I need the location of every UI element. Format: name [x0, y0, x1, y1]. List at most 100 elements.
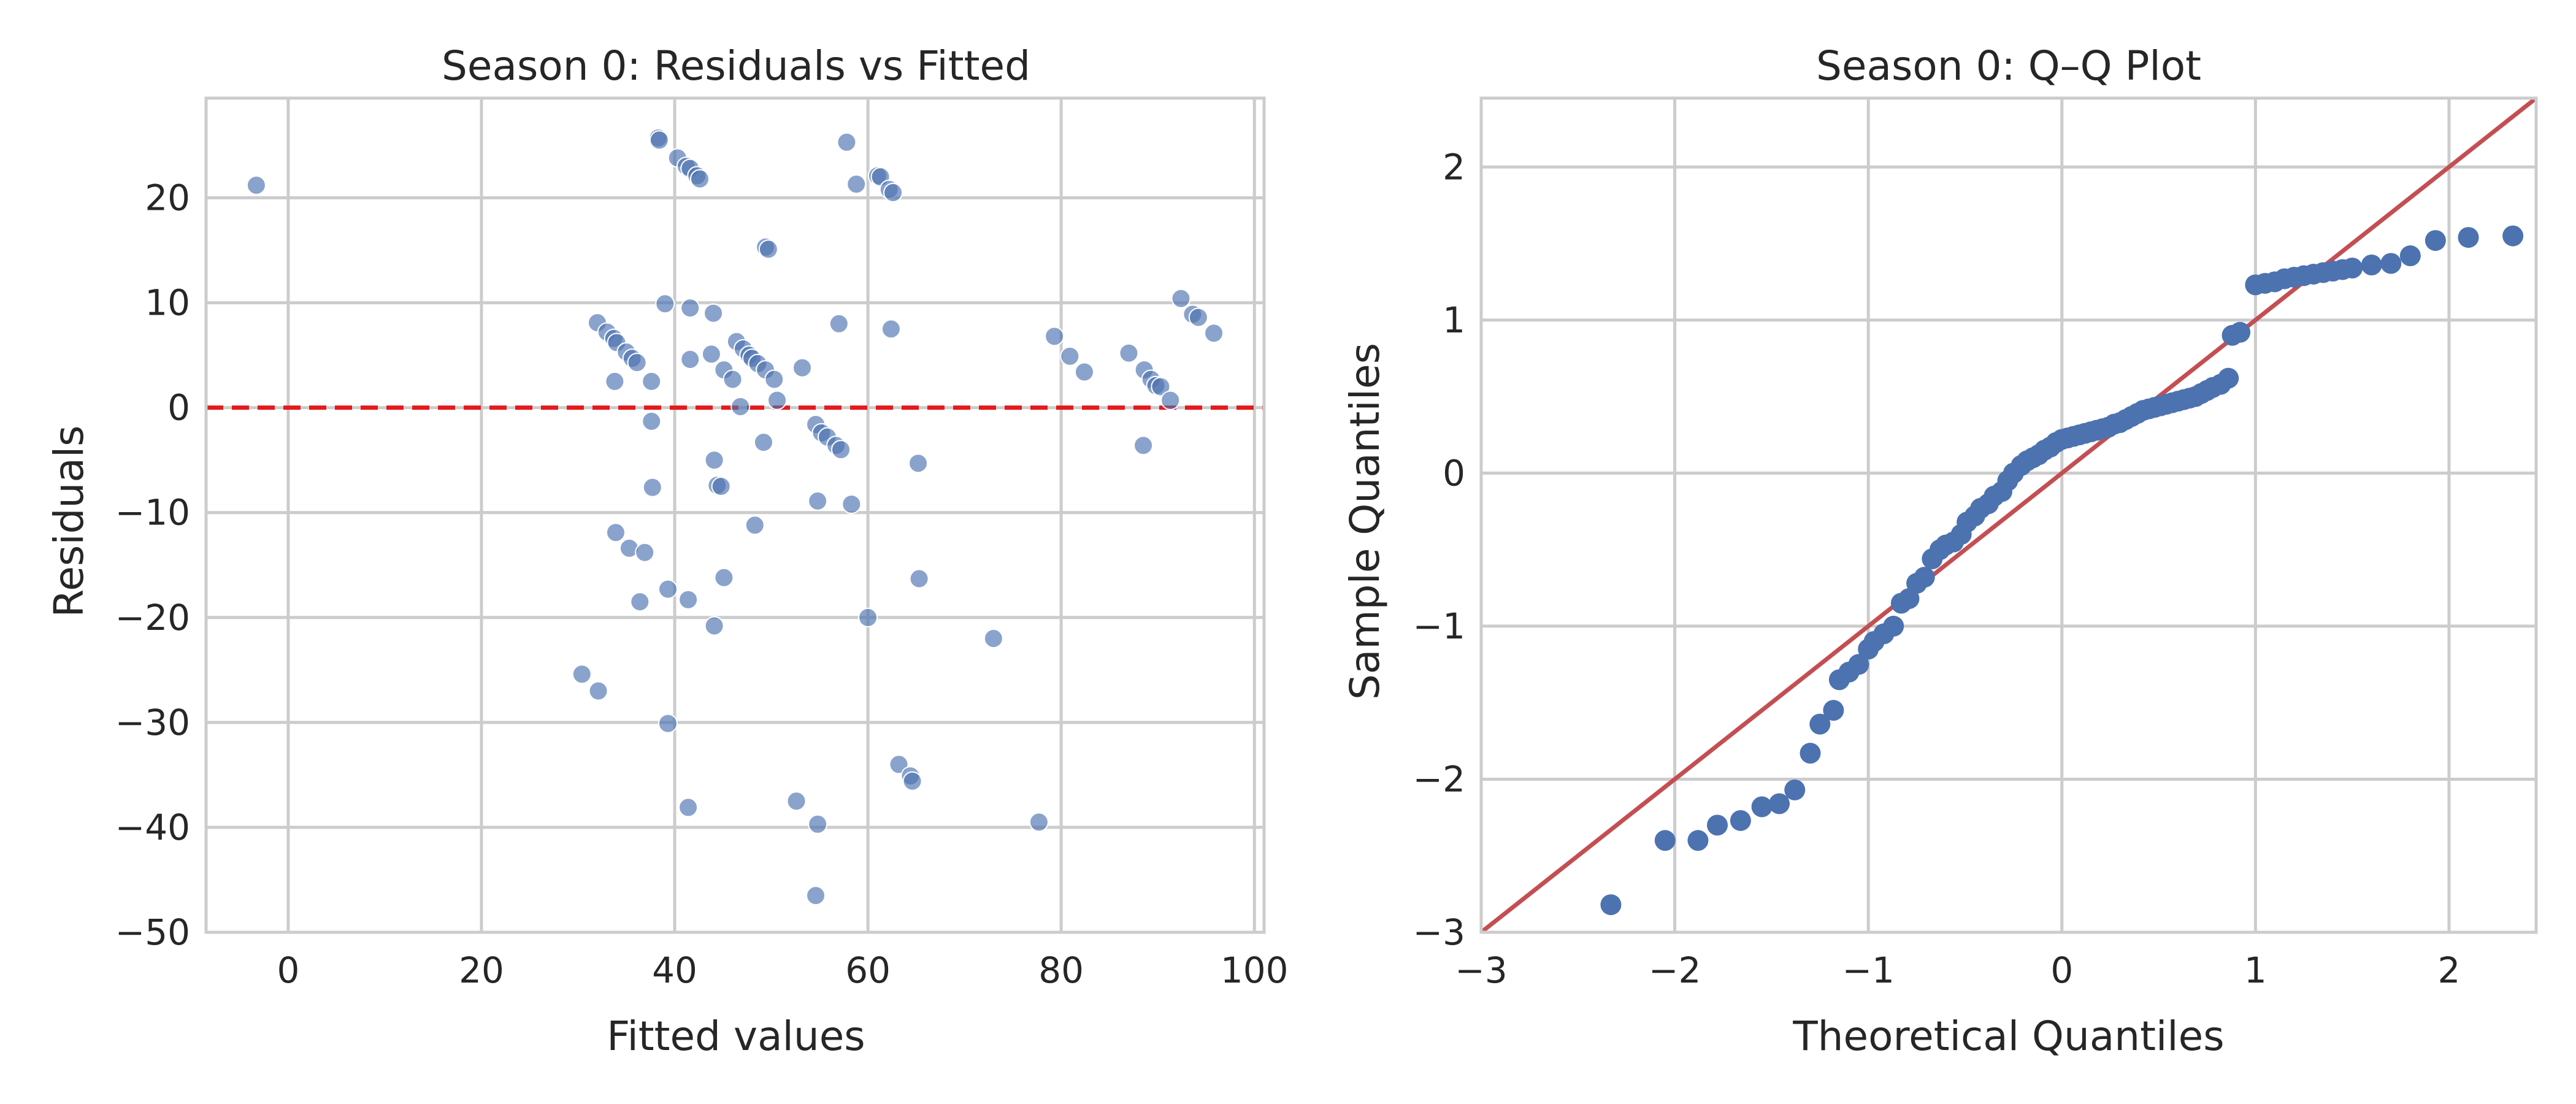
residual-x-tick-label: 60	[845, 949, 891, 991]
qq-point	[2380, 253, 2402, 274]
residual-point	[572, 664, 592, 684]
qq-point	[1707, 815, 1728, 836]
qq-point	[1769, 793, 1790, 815]
residual-point	[658, 713, 678, 734]
residual-point	[723, 369, 743, 389]
qq-y-axis-label: Sample Quantiles	[1341, 343, 1389, 700]
qq-point	[1883, 615, 1904, 637]
residuals-vs-fitted-panel: Season 0: Residuals vs Fitted 0 20 40 60 80 1…	[45, 42, 1289, 1060]
residuals-plot-frame	[204, 96, 1266, 934]
residual-point	[588, 681, 608, 701]
residual-x-tick-label: 40	[652, 949, 697, 991]
residual-point	[704, 616, 724, 636]
qq-point	[1730, 810, 1751, 831]
residual-point	[902, 771, 922, 791]
residual-x-tick-label: 20	[459, 949, 504, 991]
qq-y-tick-label: −1	[1413, 605, 1466, 647]
residual-point	[1188, 307, 1208, 328]
residual-point	[658, 579, 678, 599]
qq-reference-line-group	[1479, 96, 2538, 934]
qq-y-tick-label: 1	[1443, 299, 1465, 341]
residuals-x-axis-label: Fitted values	[607, 1013, 865, 1060]
residuals-y-axis-label: Residuals	[45, 425, 93, 617]
residual-point	[1151, 377, 1171, 397]
residual-point	[837, 132, 857, 152]
residual-point	[753, 432, 773, 453]
qq-reference-line	[1479, 96, 2538, 934]
residual-point	[1119, 343, 1139, 363]
qq-point	[1823, 700, 1844, 721]
qq-point	[2342, 257, 2363, 278]
residual-point	[808, 814, 828, 834]
residuals-plot-title: Season 0: Residuals vs Fitted	[442, 42, 1030, 90]
qq-plot-panel: Season 0: Q–Q Plot −3 −2 −1 0 1 2 2 1 0 −1 −2 −3 T…	[1341, 42, 2538, 1060]
residual-point	[1060, 346, 1080, 366]
qq-point	[1654, 830, 1676, 851]
qq-plot-frame	[1479, 96, 2538, 934]
residual-point	[808, 491, 828, 511]
qq-y-tick-label: −3	[1413, 911, 1466, 953]
residuals-points	[246, 128, 1224, 906]
residuals-y-tick-labels: 20 10 0 −10 −20 −30 −40 −50	[115, 177, 190, 953]
qq-x-tick-label: 0	[2050, 949, 2073, 991]
qq-point	[1800, 743, 1821, 764]
residual-point	[711, 476, 731, 496]
residual-y-tick-label: −20	[115, 597, 190, 638]
residual-point	[714, 567, 734, 588]
qq-point	[1600, 894, 1622, 916]
qq-x-axis-label: Theoretical Quantiles	[1792, 1013, 2224, 1060]
residual-point	[858, 607, 878, 627]
residual-point	[758, 239, 778, 259]
qq-x-tick-label: −2	[1649, 949, 1701, 991]
residual-point	[745, 515, 765, 535]
qq-x-tick-label: 2	[2438, 949, 2461, 991]
residual-point	[1160, 390, 1181, 410]
residual-point	[767, 390, 788, 410]
residual-y-tick-label: 0	[167, 387, 190, 429]
qq-point	[2229, 321, 2251, 343]
residual-point	[704, 450, 724, 470]
residual-point	[678, 797, 699, 818]
qq-y-tick-label: 2	[1443, 146, 1465, 188]
residual-point	[1171, 288, 1191, 309]
qq-points	[1600, 225, 2524, 916]
residual-point	[908, 453, 929, 473]
residual-x-tick-label: 80	[1038, 949, 1084, 991]
residual-y-tick-label: −10	[115, 492, 190, 534]
residual-point	[649, 130, 669, 150]
qq-point	[2425, 230, 2446, 251]
residual-point	[680, 298, 700, 318]
residuals-x-tick-labels: 0 20 40 60 80 100	[277, 949, 1288, 991]
residual-point	[764, 369, 784, 389]
residual-x-tick-label: 100	[1221, 949, 1289, 991]
residual-point	[605, 371, 625, 391]
residuals-plot-grid	[206, 98, 1264, 934]
residual-point	[680, 349, 700, 369]
qq-y-tick-labels: 2 1 0 −1 −2 −3	[1413, 146, 1466, 953]
residual-point	[246, 175, 266, 195]
residual-point	[831, 440, 851, 460]
residual-point	[635, 542, 655, 562]
residual-point	[792, 358, 812, 378]
residual-point	[841, 494, 862, 515]
residual-point	[846, 174, 867, 194]
residual-y-tick-label: 10	[145, 282, 190, 324]
residual-point	[703, 303, 724, 323]
qq-point	[1751, 796, 1773, 818]
residual-point	[883, 182, 903, 202]
qq-point	[2399, 245, 2421, 267]
qq-point	[1914, 567, 1935, 588]
residual-point	[627, 353, 647, 373]
residual-y-tick-label: 20	[145, 177, 190, 219]
residual-point	[642, 477, 662, 497]
residual-point	[909, 569, 929, 589]
residual-y-tick-label: −40	[115, 807, 190, 848]
residual-point	[642, 371, 662, 391]
qq-plot-title: Season 0: Q–Q Plot	[1816, 42, 2201, 90]
residual-point	[690, 169, 710, 189]
residual-point	[983, 629, 1003, 649]
residual-point	[889, 754, 909, 775]
residual-point	[786, 791, 807, 811]
